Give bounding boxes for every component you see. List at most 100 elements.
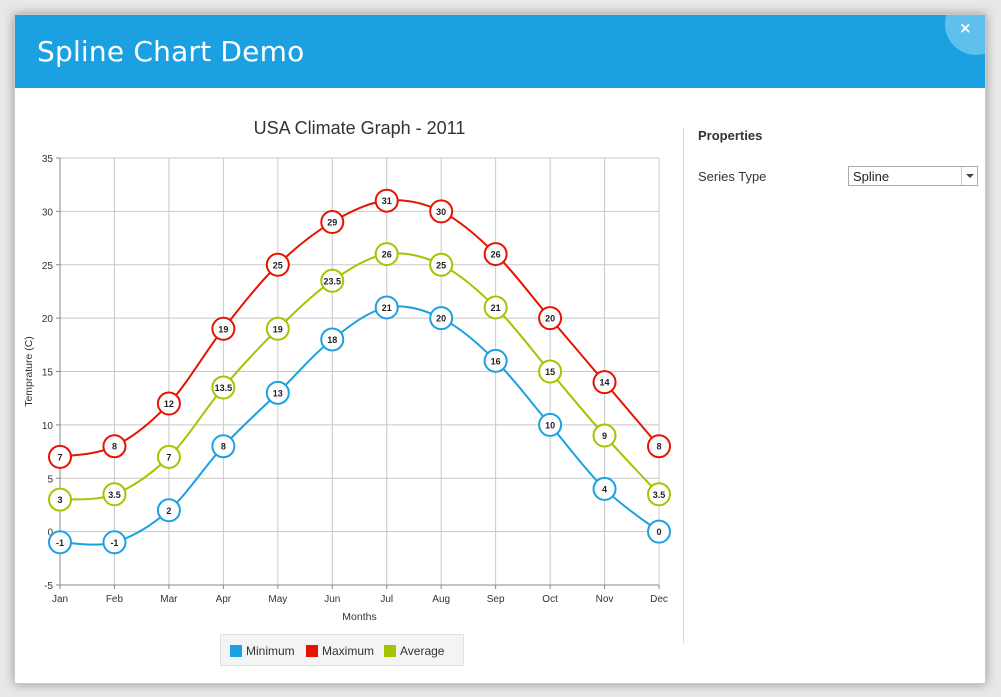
data-label-average: 21 [491, 303, 501, 313]
x-tick-label: Apr [216, 594, 232, 605]
data-label-maximum: 31 [382, 196, 392, 206]
data-label-minimum: 18 [327, 335, 337, 345]
x-tick-label: Sep [487, 594, 505, 605]
y-tick-label: 10 [42, 421, 54, 432]
close-button[interactable]: × [945, 15, 985, 55]
chart-legend: Minimum Maximum Average [220, 634, 464, 666]
data-label-minimum: 20 [436, 314, 446, 324]
y-tick-label: 30 [42, 207, 54, 218]
data-point-maximum [265, 252, 290, 277]
data-point-maximum [429, 199, 454, 224]
data-label-maximum: 12 [164, 399, 174, 409]
data-point-minimum [48, 530, 72, 555]
legend-swatch-average [384, 645, 396, 657]
data-label-average: 25 [436, 260, 446, 270]
data-point-minimum [429, 306, 454, 331]
data-label-maximum: 8 [112, 442, 117, 452]
data-point-minimum [592, 476, 617, 501]
data-label-average: 9 [602, 431, 607, 441]
data-label-average: 23.5 [324, 276, 342, 286]
data-label-minimum: 10 [545, 420, 555, 430]
data-point-average [320, 268, 345, 293]
data-label-minimum: 16 [491, 356, 501, 366]
chart-title: USA Climate Graph - 2011 [254, 118, 466, 138]
y-tick-label: 15 [42, 368, 54, 379]
data-label-average: 26 [382, 250, 392, 260]
y-tick-label: -5 [44, 581, 53, 592]
data-label-average: 3.5 [653, 490, 666, 500]
close-icon: × [959, 19, 972, 37]
data-label-maximum: 25 [273, 260, 283, 270]
y-tick-label: 20 [42, 314, 54, 325]
series-line-average [59, 252, 660, 501]
spline-chart: USA Climate Graph - 2011-505101520253035… [23, 118, 671, 623]
series-type-select[interactable]: Spline [848, 166, 978, 186]
series-type-label: Series Type [698, 169, 767, 184]
data-label-maximum: 7 [57, 452, 62, 462]
title-bar: Spline Chart Demo × [15, 15, 985, 88]
data-label-maximum: 26 [491, 250, 501, 260]
x-tick-label: Feb [106, 594, 124, 605]
properties-heading: Properties [698, 128, 763, 143]
data-point-maximum [320, 210, 345, 235]
data-point-minimum [483, 348, 508, 373]
data-label-maximum: 29 [327, 218, 337, 228]
legend-swatch-minimum [230, 645, 242, 657]
data-point-average [156, 444, 181, 469]
data-point-maximum [647, 434, 671, 459]
data-point-average [211, 375, 236, 400]
data-label-maximum: 19 [218, 324, 228, 334]
data-point-maximum [211, 316, 236, 341]
data-point-average [647, 482, 671, 507]
data-point-minimum [102, 530, 127, 555]
data-label-minimum: 8 [221, 442, 226, 452]
series-type-row: Series Type Spline [698, 166, 983, 188]
data-point-maximum [102, 434, 127, 459]
data-point-average [538, 359, 563, 384]
data-label-average: 13.5 [215, 383, 233, 393]
data-point-average [102, 482, 127, 507]
window-title: Spline Chart Demo [37, 35, 305, 68]
dialog-window: Spline Chart Demo × USA Climate Graph - … [14, 14, 986, 684]
data-point-average [592, 423, 617, 448]
data-point-minimum [265, 380, 290, 405]
data-point-maximum [156, 391, 181, 416]
data-point-minimum [156, 498, 181, 523]
legend-label-maximum: Maximum [322, 644, 375, 658]
x-tick-label: Jan [52, 594, 68, 605]
data-label-average: 3.5 [108, 490, 121, 500]
data-label-minimum: 0 [656, 527, 661, 537]
panel-divider [683, 128, 684, 643]
data-point-maximum [592, 370, 617, 395]
data-label-average: 19 [273, 324, 283, 334]
properties-panel: Properties Series Type Spline [698, 128, 983, 186]
data-label-minimum: -1 [56, 538, 64, 548]
legend-swatch-maximum [306, 645, 318, 657]
data-label-maximum: 8 [656, 442, 661, 452]
data-label-average: 15 [545, 367, 555, 377]
x-tick-label: Nov [596, 594, 614, 605]
x-axis-title: Months [342, 611, 376, 623]
data-label-maximum: 14 [600, 378, 610, 388]
data-point-average [429, 252, 454, 277]
data-point-minimum [647, 519, 671, 544]
data-label-average: 3 [57, 495, 62, 505]
data-label-maximum: 30 [436, 207, 446, 217]
x-tick-label: Dec [650, 594, 668, 605]
y-tick-label: 5 [47, 474, 53, 485]
data-point-minimum [211, 434, 236, 459]
legend-label-minimum: Minimum [246, 644, 295, 658]
x-tick-label: Oct [542, 594, 558, 605]
data-label-minimum: 21 [382, 303, 392, 313]
data-label-minimum: 2 [166, 506, 171, 516]
data-point-average [48, 487, 72, 512]
y-tick-label: 25 [42, 261, 54, 272]
data-point-maximum [48, 444, 72, 469]
data-label-minimum: 4 [602, 484, 607, 494]
data-point-maximum [538, 306, 563, 331]
data-label-average: 7 [166, 452, 171, 462]
data-label-minimum: 13 [273, 388, 283, 398]
data-point-minimum [538, 412, 563, 437]
chevron-down-icon[interactable] [961, 167, 977, 185]
legend-label-average: Average [400, 644, 445, 658]
